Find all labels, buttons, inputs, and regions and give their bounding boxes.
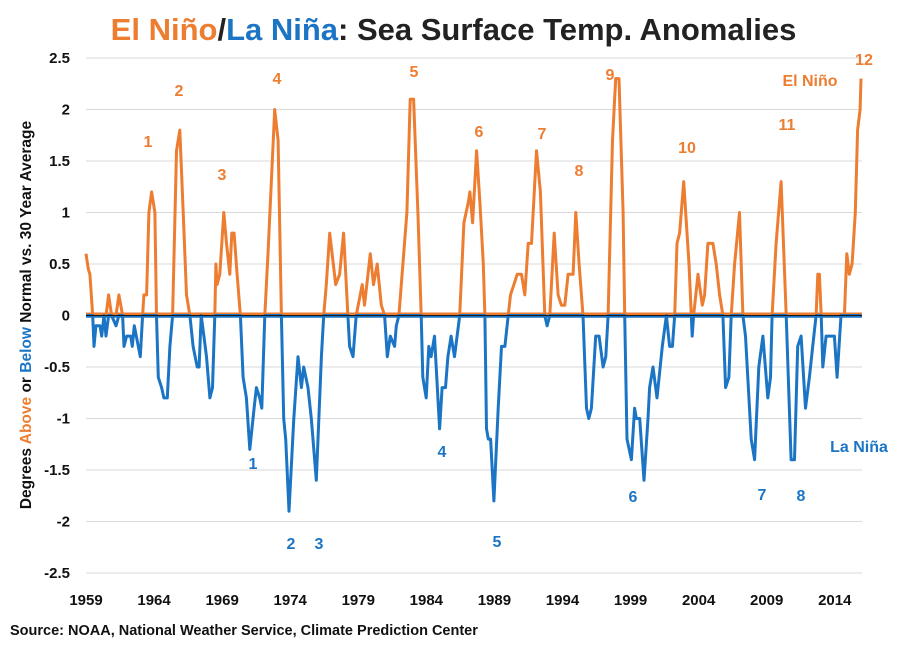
x-tick-label: 1984 [410, 592, 444, 609]
x-tick-label: 2004 [682, 592, 716, 609]
y-tick-label: 2 [62, 102, 70, 119]
el-nino-event-label: 5 [410, 64, 419, 81]
el-nino-event-label: 12 [855, 52, 873, 69]
la-nina-event-label: 8 [797, 488, 806, 505]
source-note: Source: NOAA, National Weather Service, … [10, 623, 478, 639]
la-nina-event-label: 3 [315, 536, 324, 553]
y-tick-label: -1.5 [44, 462, 70, 479]
x-tick-label: 2014 [818, 592, 852, 609]
x-tick-label: 1959 [69, 592, 102, 609]
la-nina-legend-label: La Niña [830, 439, 888, 456]
el-nino-legend-label: El Niño [782, 73, 837, 90]
y-tick-label: 2.5 [49, 50, 70, 67]
x-tick-label: 1969 [205, 592, 238, 609]
chart-title: El Niño/La Niña: Sea Surface Temp. Anoma… [0, 12, 907, 48]
title-rest: : Sea Surface Temp. Anomalies [338, 12, 797, 47]
y-tick-label: -2 [57, 514, 70, 531]
el-nino-event-label: 8 [575, 163, 584, 180]
x-tick-label: 1999 [614, 592, 647, 609]
x-tick-label: 1994 [546, 592, 580, 609]
y-tick-label: -0.5 [44, 359, 70, 376]
x-tick-label: 1989 [478, 592, 511, 609]
el-nino-event-label: 9 [606, 67, 615, 84]
la-nina-event-label: 1 [249, 456, 258, 473]
el-nino-event-label: 1 [144, 134, 153, 151]
title-la-nina: La Niña [226, 12, 339, 47]
la-nina-event-label: 4 [438, 444, 447, 461]
y-tick-label: 1.5 [49, 153, 70, 170]
title-el-nino: El Niño [110, 12, 218, 47]
el-nino-event-label: 10 [678, 140, 696, 157]
el-nino-event-label: 4 [273, 71, 282, 88]
x-tick-label: 1974 [274, 592, 308, 609]
y-tick-label: 0.5 [49, 256, 70, 273]
y-tick-label: -1 [57, 411, 70, 428]
el-nino-event-label: 11 [779, 117, 796, 134]
el-nino-event-label: 7 [538, 126, 547, 143]
el-nino-event-label: 2 [175, 83, 184, 100]
y-tick-label: 0 [62, 308, 70, 325]
la-nina-event-label: 7 [758, 487, 767, 504]
title-slash: / [217, 12, 227, 47]
el-nino-series-line [84, 77, 863, 317]
la-nina-series-line [86, 314, 862, 513]
la-nina-event-label: 6 [629, 489, 638, 506]
x-tick-label: 1979 [342, 592, 375, 609]
la-nina-event-label: 2 [287, 536, 296, 553]
x-tick-label: 2009 [750, 592, 783, 609]
y-tick-label: -2.5 [44, 565, 70, 582]
la-nina-event-label: 5 [493, 534, 502, 551]
el-nino-event-label: 3 [218, 167, 227, 184]
el-nino-event-label: 6 [475, 124, 484, 141]
x-tick-label: 1964 [137, 592, 171, 609]
y-tick-label: 1 [62, 205, 70, 222]
